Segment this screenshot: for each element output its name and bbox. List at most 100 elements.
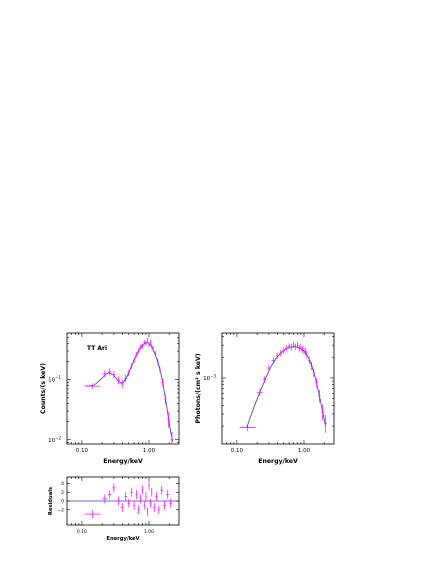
data-point bbox=[315, 377, 319, 389]
data-point bbox=[290, 344, 293, 351]
data-point bbox=[116, 496, 121, 506]
data-point bbox=[157, 505, 160, 515]
photons-frame bbox=[221, 332, 335, 445]
data-point bbox=[318, 389, 321, 403]
data-point bbox=[137, 348, 140, 354]
y-tick-label: 10−3 bbox=[203, 373, 216, 382]
data-point bbox=[127, 369, 130, 377]
photons-panel: 0.10 1.00 10−3 Energy/keV Photons/(cm² s keV… bbox=[195, 332, 335, 465]
data-point bbox=[84, 383, 101, 390]
data-point bbox=[161, 378, 165, 387]
data-point bbox=[133, 357, 136, 363]
data-point bbox=[112, 483, 116, 493]
data-point bbox=[271, 357, 276, 364]
data-point bbox=[296, 342, 299, 349]
data-point bbox=[141, 343, 144, 349]
data-point bbox=[133, 501, 136, 510]
data-point bbox=[303, 347, 305, 355]
data-point bbox=[135, 352, 138, 358]
data-point bbox=[120, 380, 124, 388]
y-tick-base: 10 bbox=[203, 376, 210, 382]
data-point bbox=[130, 487, 133, 497]
data-point bbox=[130, 362, 133, 369]
data-point bbox=[160, 485, 164, 495]
data-point bbox=[279, 349, 282, 357]
y-axis-label: Residuals bbox=[48, 487, 54, 515]
data-point bbox=[310, 361, 313, 371]
data-point bbox=[304, 348, 306, 356]
data-point bbox=[300, 343, 302, 351]
data-point bbox=[108, 368, 112, 376]
data-point bbox=[137, 505, 140, 515]
y-tick-exponent: −1 bbox=[55, 375, 61, 380]
model-curve bbox=[84, 342, 174, 443]
data-point bbox=[154, 351, 157, 357]
data-point bbox=[298, 345, 300, 352]
data-point bbox=[153, 503, 156, 512]
y-tick-label: 2 bbox=[61, 490, 64, 496]
data-point bbox=[152, 346, 154, 352]
y-tick-label: 0 bbox=[61, 499, 64, 505]
data-point bbox=[294, 343, 297, 350]
photons-plot-area bbox=[239, 342, 327, 433]
data-point bbox=[285, 345, 288, 352]
data-point bbox=[170, 431, 174, 444]
y-axis-label: Counts/(s keV) bbox=[40, 363, 47, 414]
data-point bbox=[145, 492, 147, 501]
y-tick-base: 10 bbox=[48, 378, 55, 384]
x-tick-label: 1.00 bbox=[143, 448, 156, 454]
counts-plot-area bbox=[84, 338, 174, 444]
data-point bbox=[84, 510, 101, 519]
data-point bbox=[301, 346, 304, 353]
data-point bbox=[292, 342, 295, 349]
data-point bbox=[139, 494, 142, 504]
data-point bbox=[166, 411, 170, 428]
x-axis-label: Energy/keV bbox=[106, 536, 139, 542]
x-tick-label: 0.10 bbox=[231, 448, 244, 454]
data-point bbox=[120, 503, 124, 512]
y-tick-label: −2 bbox=[57, 507, 64, 513]
data-point bbox=[169, 498, 172, 508]
x-axis-label: Energy/keV bbox=[103, 458, 143, 465]
y-tick-label: 10−1 bbox=[48, 375, 61, 384]
data-point bbox=[146, 338, 149, 343]
model-curve bbox=[246, 346, 327, 428]
data-point bbox=[267, 364, 271, 372]
data-point bbox=[116, 376, 121, 385]
y-tick-exponent: −3 bbox=[210, 373, 216, 378]
data-point bbox=[156, 358, 159, 365]
data-point bbox=[102, 494, 108, 504]
data-point bbox=[145, 341, 147, 347]
data-point bbox=[166, 490, 170, 499]
data-point bbox=[112, 370, 116, 379]
y-tick-exponent: −2 bbox=[55, 435, 61, 440]
data-point bbox=[149, 498, 151, 508]
data-point bbox=[288, 343, 291, 350]
data-point bbox=[151, 487, 153, 497]
data-point bbox=[239, 424, 256, 431]
data-point bbox=[143, 501, 145, 510]
x-tick-label: 1.00 bbox=[298, 448, 311, 454]
x-tick-label: 0.10 bbox=[77, 529, 87, 535]
data-point bbox=[275, 352, 279, 360]
data-point bbox=[324, 415, 327, 433]
data-point bbox=[143, 340, 145, 345]
object-annotation: TT Ari bbox=[87, 345, 107, 352]
x-axis-label: Energy/keV bbox=[258, 458, 298, 465]
data-point bbox=[141, 485, 144, 495]
residuals-panel: 0.10 1.00 −2 0 2 4 Energy/keV Residuals bbox=[48, 476, 180, 542]
data-point bbox=[308, 356, 311, 365]
data-point bbox=[158, 365, 161, 373]
data-point bbox=[127, 498, 130, 508]
data-point bbox=[306, 350, 308, 359]
data-point bbox=[135, 490, 138, 499]
data-point bbox=[149, 339, 151, 345]
data-point bbox=[148, 342, 150, 348]
data-point bbox=[124, 492, 127, 501]
data-point bbox=[263, 376, 267, 383]
x-tick-label: 1.00 bbox=[144, 529, 154, 535]
data-point bbox=[155, 492, 158, 501]
data-point bbox=[146, 507, 149, 517]
